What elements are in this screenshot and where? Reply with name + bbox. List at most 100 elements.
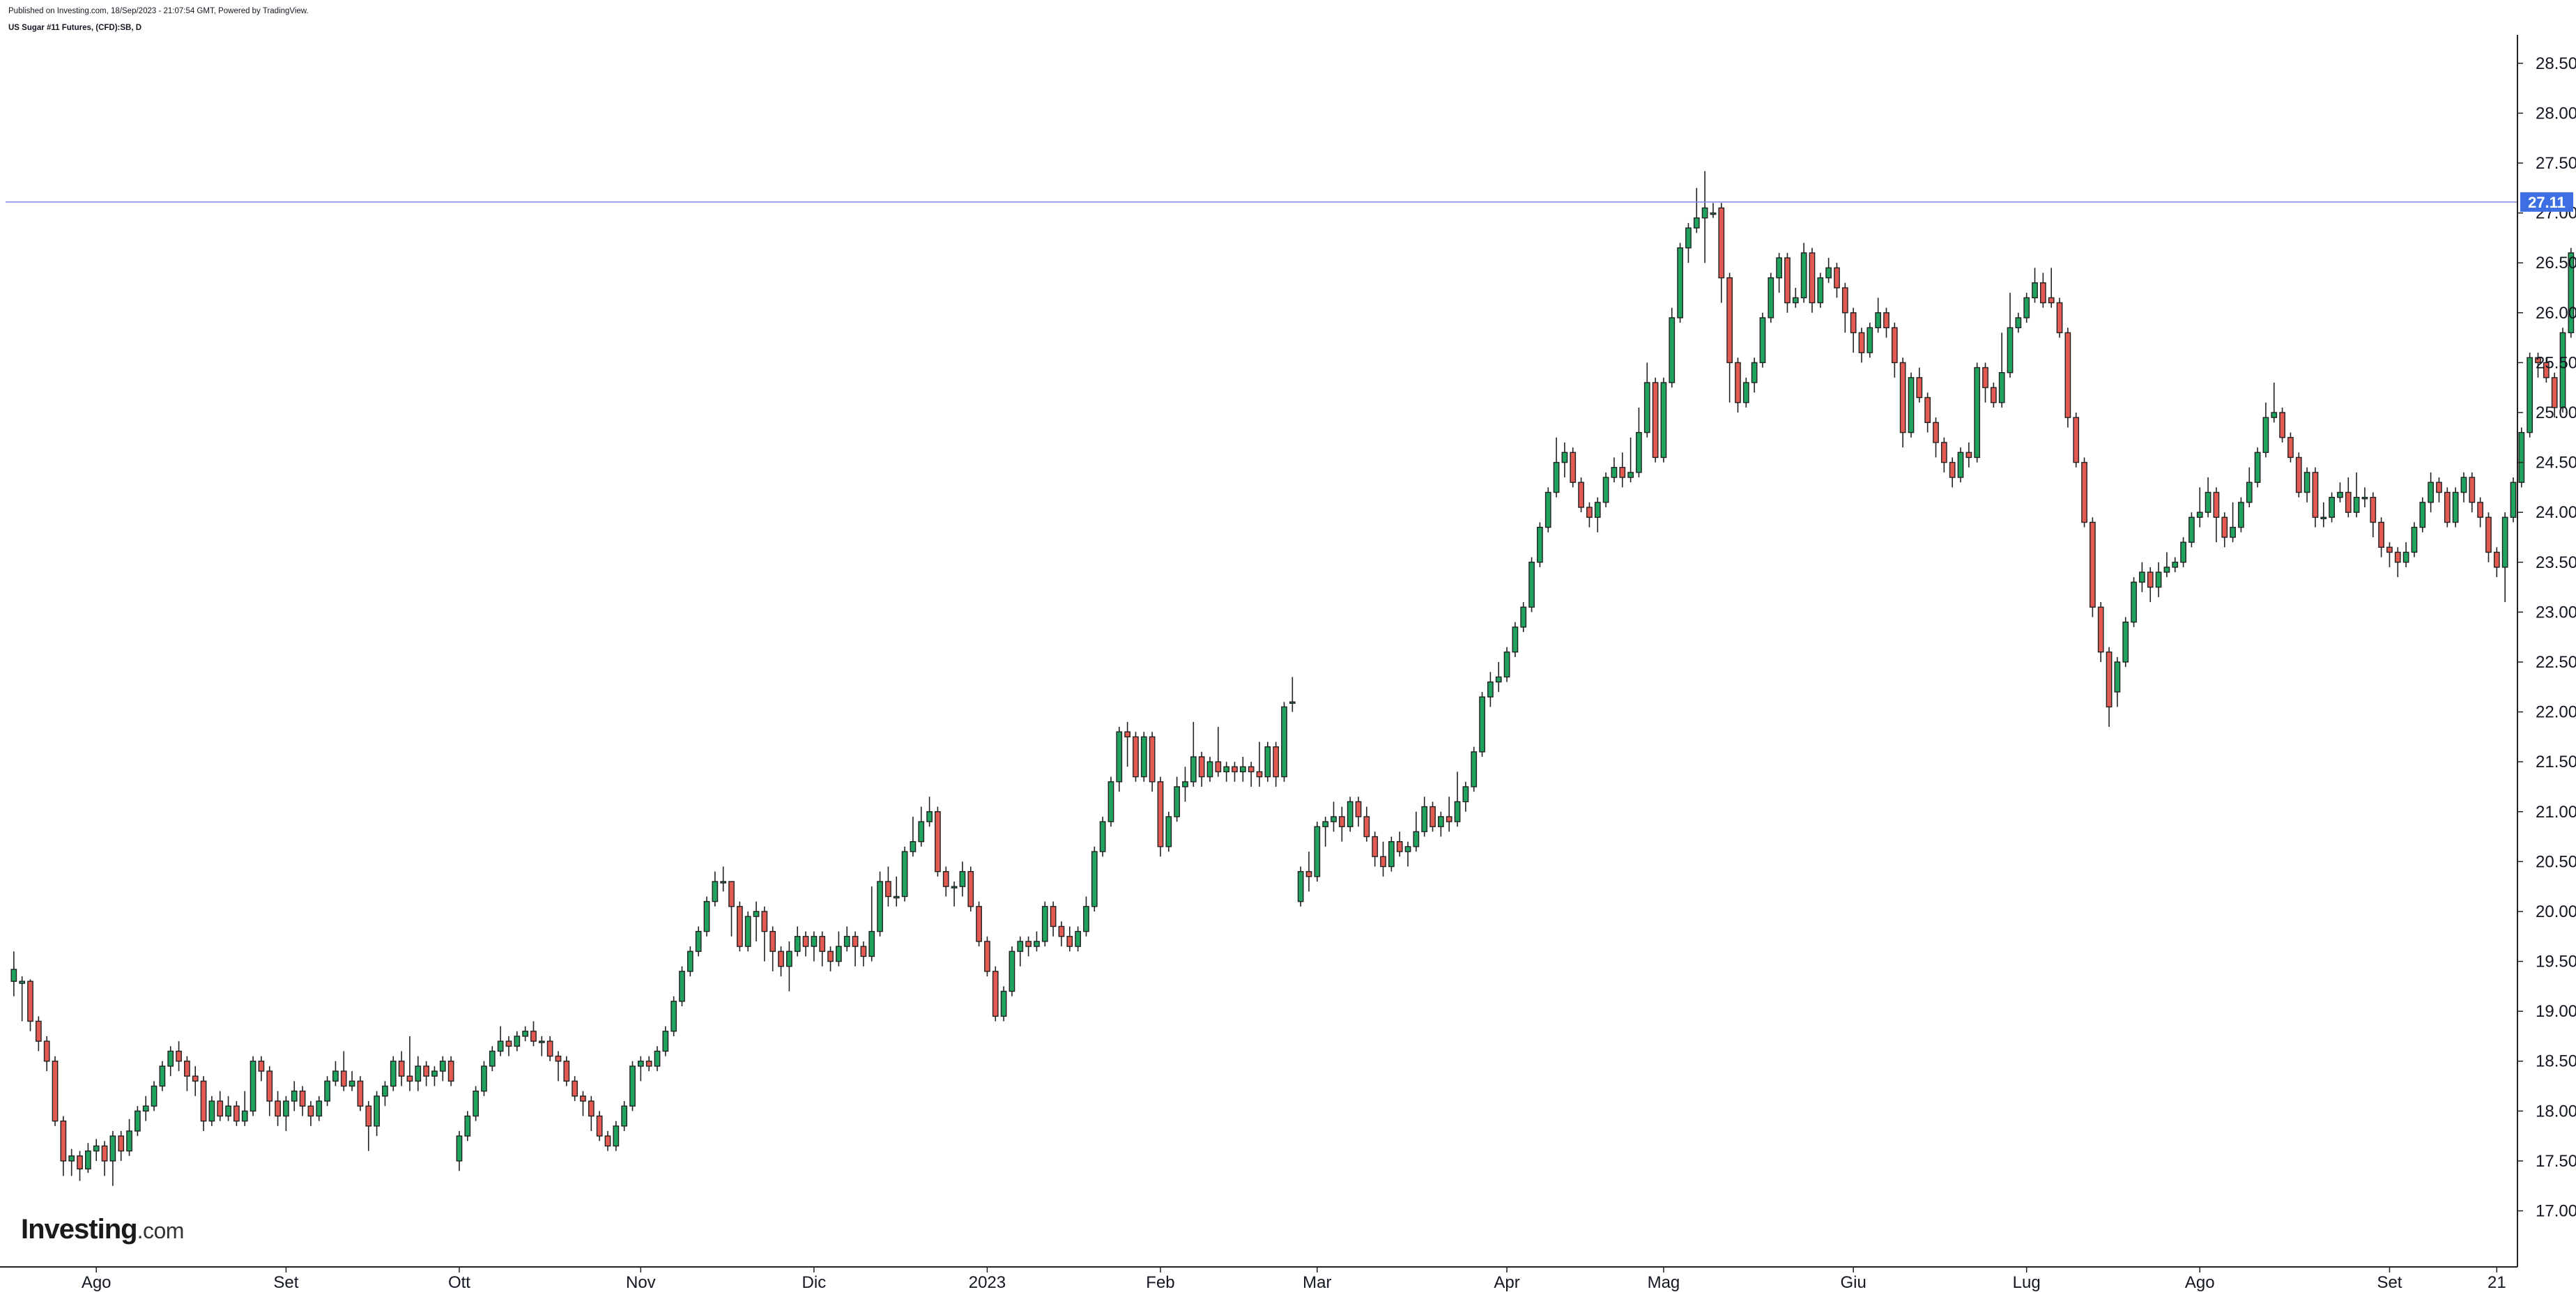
candle-down <box>885 881 891 898</box>
candle-up <box>2122 621 2129 663</box>
candle-down <box>1372 836 1379 857</box>
candle-up <box>2023 297 2030 318</box>
candle-up <box>959 870 966 887</box>
candle-down <box>942 870 949 887</box>
candle-up <box>464 1115 471 1137</box>
candle-up <box>19 980 26 984</box>
y-tick-label: 18.50 <box>2536 1052 2576 1071</box>
y-tick-label: 17.50 <box>2536 1152 2576 1171</box>
candle-down <box>1841 287 1848 314</box>
y-tick-label: 22.00 <box>2536 703 2576 722</box>
candle-up <box>208 1100 215 1122</box>
y-tick-label: 24.50 <box>2536 454 2576 472</box>
candle-up <box>2329 496 2335 518</box>
candle-up <box>1660 382 1667 459</box>
candle-layer <box>10 207 2575 1170</box>
candle-up <box>836 946 842 962</box>
candle-up <box>1553 461 1560 493</box>
candle-up <box>382 1085 388 1097</box>
candle-down <box>530 1031 537 1042</box>
candle-up <box>2320 516 2327 520</box>
candle-down <box>2073 417 2080 463</box>
candle-up <box>1462 786 1469 803</box>
logo-suffix: .com <box>137 1218 185 1243</box>
candle-down <box>2056 302 2063 334</box>
candle-up <box>291 1091 298 1102</box>
candle-up <box>2518 431 2525 483</box>
candle-up <box>1140 736 1147 778</box>
candle-up <box>1239 766 1246 773</box>
candle-up <box>489 1050 496 1067</box>
candle-down <box>1834 267 1840 289</box>
candle-up <box>712 881 719 902</box>
candle-up <box>786 951 792 967</box>
candle-down <box>1858 332 1865 353</box>
candle-down <box>1899 362 1906 433</box>
candle-up <box>1099 821 1106 852</box>
y-tick-label: 20.50 <box>2536 852 2576 871</box>
candle-up <box>2419 502 2426 528</box>
candle-up <box>1331 816 1337 822</box>
candle-down <box>2477 502 2484 518</box>
candle-up <box>1817 277 1824 304</box>
x-tick-label: Ago <box>2185 1273 2215 1292</box>
candle-up <box>151 1085 158 1107</box>
candle-up <box>1957 452 1964 478</box>
chart-header: Published on Investing.com, 18/Sep/2023 … <box>8 6 309 33</box>
candle-up <box>1800 252 1807 299</box>
y-tick-label: 23.50 <box>2536 553 2576 572</box>
candle-down <box>118 1135 125 1152</box>
x-tick-label: 21 <box>2487 1273 2506 1292</box>
candle-up <box>2303 472 2310 493</box>
candle-up <box>621 1105 628 1127</box>
candle-up <box>1537 526 1543 563</box>
candle-down <box>1619 467 1626 478</box>
y-tick-label: 26.50 <box>2536 254 2576 272</box>
candle-down <box>2279 412 2285 438</box>
candle-down <box>1133 736 1139 778</box>
candle-down <box>736 906 743 947</box>
candle-up <box>241 1110 248 1122</box>
x-tick-label: 2023 <box>969 1273 1006 1292</box>
candle-up <box>2402 551 2409 563</box>
candle-up <box>1710 212 1717 215</box>
candle-up <box>1421 806 1428 833</box>
candle-down <box>1949 461 1956 478</box>
candle-up <box>456 1135 463 1162</box>
candle-up <box>2568 252 2575 334</box>
candle-up <box>68 1155 75 1162</box>
logo-wordmark: Investing <box>21 1214 138 1245</box>
candle-up <box>2188 516 2195 543</box>
candle-down <box>984 941 990 972</box>
candle-up <box>431 1070 438 1077</box>
candle-down <box>1718 207 1725 279</box>
candle-down <box>1735 362 1741 403</box>
candle-up <box>1206 761 1213 778</box>
candle-down <box>546 1040 553 1057</box>
x-tick-label: Mag <box>1648 1273 1680 1292</box>
candle-up <box>1998 372 2005 403</box>
candle-up <box>2452 491 2459 523</box>
candle-down <box>769 930 776 952</box>
candle-down <box>1124 731 1131 738</box>
candle-down <box>604 1135 611 1147</box>
candle-down <box>1586 507 1593 518</box>
last-price-badge <box>2520 192 2573 212</box>
y-tick-label: 18.00 <box>2536 1102 2576 1121</box>
candle-up <box>1471 751 1478 787</box>
candle-up <box>1314 826 1321 877</box>
candle-down <box>1809 252 1816 304</box>
candle-down <box>761 911 768 932</box>
candle-up <box>1636 431 1642 473</box>
candle-down <box>101 1145 108 1162</box>
candle-up <box>1017 941 1024 952</box>
candle-down <box>192 1075 199 1082</box>
candle-up <box>1388 841 1395 868</box>
candle-down <box>1338 816 1345 827</box>
candle-up <box>225 1105 231 1117</box>
candle-down <box>1570 452 1577 483</box>
candle-up <box>1322 821 1329 827</box>
candle-down <box>2386 546 2393 553</box>
candle-down <box>423 1066 429 1077</box>
y-tick-label: 21.50 <box>2536 753 2576 771</box>
